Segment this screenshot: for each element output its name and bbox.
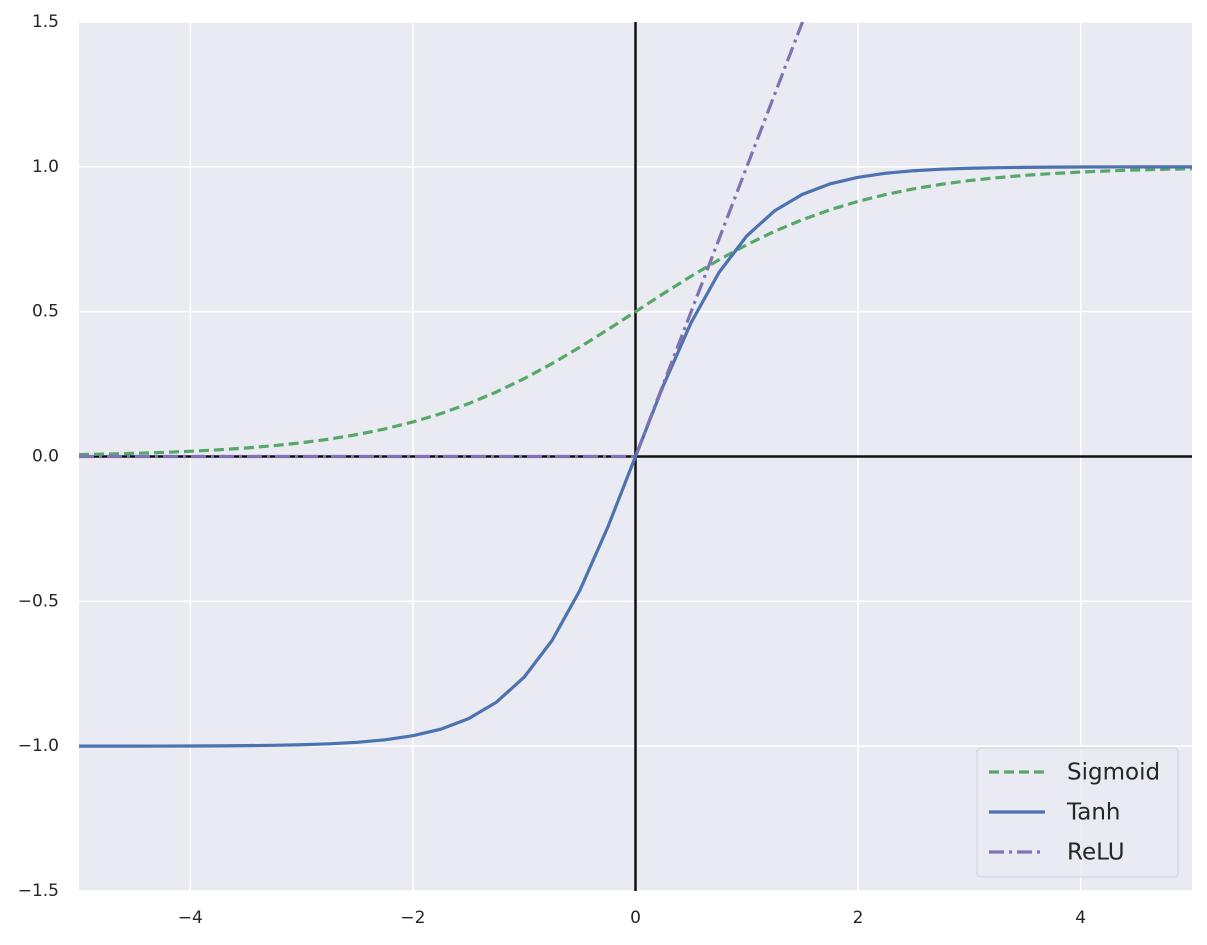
y-tick-label: 0.5 <box>32 302 59 322</box>
line-series <box>79 165 1192 748</box>
y-tick-label: −0.5 <box>18 591 59 611</box>
legend-label: Tanh <box>1066 800 1121 826</box>
legend-box <box>976 747 1179 878</box>
line-series <box>79 167 1192 457</box>
x-tick-label: 4 <box>1075 908 1086 928</box>
x-tick-label: 0 <box>630 908 641 928</box>
legend-label: Sigmoid <box>1067 760 1160 786</box>
y-tick-label: 0.0 <box>32 447 59 467</box>
y-tick-label: −1.0 <box>18 736 59 756</box>
x-tick-label: 2 <box>853 908 864 928</box>
y-tick-label: −1.5 <box>18 881 59 901</box>
x-tick-label: −2 <box>400 908 425 928</box>
y-tick-label: 1.5 <box>32 12 59 32</box>
x-tick-label: −4 <box>178 908 203 928</box>
legend-label: ReLU <box>1067 840 1125 866</box>
y-tick-label: 1.0 <box>32 157 59 177</box>
